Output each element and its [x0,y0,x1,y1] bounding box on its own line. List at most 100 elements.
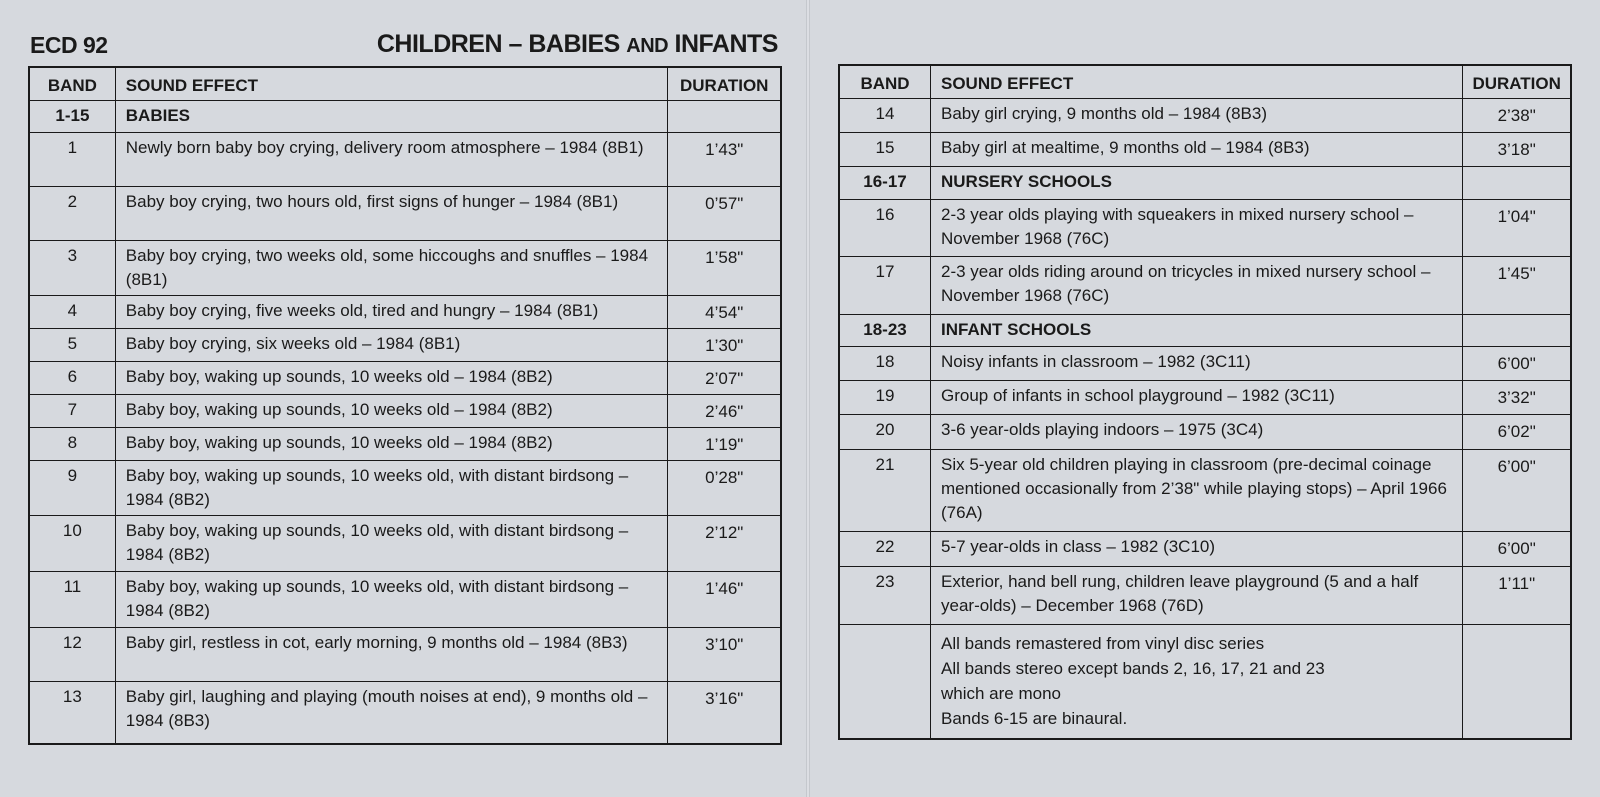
sound-effect: Baby boy crying, five weeks old, tired a… [114,295,669,329]
sound-effect: 3-6 year-olds playing indoors – 1975 (3C… [929,414,1464,450]
band-number: 11 [28,571,116,628]
track-row: 8 Baby boy, waking up sounds, 10 weeks ol… [28,427,782,461]
duration [1462,166,1572,200]
band-number: 5 [28,328,116,362]
duration: 1’58" [667,240,782,296]
band-number: 21 [838,448,931,533]
track-row: 14 Baby girl crying, 9 months old – 1984 … [838,97,1572,134]
duration [1462,313,1572,347]
title-end: INFANTS [668,30,779,58]
band-number: 8 [28,427,116,461]
sound-effect-header: SOUND EFFECT [114,66,669,101]
track-list-left: 1-15 BABIES 1 Newly born baby boy crying, d… [28,100,782,744]
sound-effect: Baby boy, waking up sounds, 10 weeks old… [114,394,669,428]
band-number: 18-23 [838,313,931,347]
band-number: 20 [838,414,931,450]
band-number: 22 [838,531,931,567]
sound-effect: Baby girl crying, 9 months old – 1984 (8… [929,97,1464,134]
track-list-right: 14 Baby girl crying, 9 months old – 1984 … [838,97,1572,625]
band-number: 16-17 [838,166,931,200]
duration: 6’00" [1462,531,1572,567]
duration: 3’18" [1462,132,1572,168]
track-table-right: BAND SOUND EFFECT DURATION 14 Baby girl c… [838,64,1572,740]
duration: 1’30" [667,328,782,362]
track-row: 18 Noisy infants in classroom – 1982 (3C1… [838,345,1572,382]
sound-effect: Noisy infants in classroom – 1982 (3C11) [929,345,1464,382]
track-row: 13 Baby girl, laughing and playing (mouth… [28,681,782,744]
band-number: 14 [838,97,931,134]
track-row: 6 Baby boy, waking up sounds, 10 weeks ol… [28,361,782,395]
sound-effect: Baby boy crying, six weeks old – 1984 (8… [114,328,669,362]
track-row: 2 Baby boy crying, two hours old, first s… [28,186,782,241]
track-row: 5 Baby boy crying, six weeks old – 1984 (… [28,328,782,362]
band-number: 1 [28,132,116,187]
notes-row: All bands remastered from vinyl disc ser… [838,623,1572,740]
duration: 6’00" [1462,345,1572,382]
band-header: BAND [838,64,931,99]
duration: 3’32" [1462,380,1572,416]
notes-band-cell [838,623,931,740]
sound-effect: Group of infants in school playground – … [929,380,1464,416]
page-fold [806,0,810,797]
sound-effect: INFANT SCHOOLS [929,313,1464,347]
page-header: ECD 92 CHILDREN – BABIES AND INFANTS [30,28,778,60]
band-number: 12 [28,627,116,682]
track-row: 3 Baby boy crying, two weeks old, some hi… [28,240,782,296]
duration: 1’11" [1462,565,1572,625]
duration: 6’00" [1462,448,1572,533]
track-row: 15 Baby girl at mealtime, 9 months old – … [838,132,1572,168]
track-row: 17 2-3 year olds riding around on tricycl… [838,255,1572,315]
track-row: 4 Baby boy crying, five weeks old, tired … [28,295,782,329]
duration-header: DURATION [667,66,782,101]
note-line: which are mono [941,683,1062,703]
track-row: 12 Baby girl, restless in cot, early morn… [28,627,782,682]
duration: 1’45" [1462,255,1572,315]
section-row: 1-15 BABIES [28,100,782,133]
duration: 1’43" [667,132,782,187]
title-main: CHILDREN – BABIES [376,30,627,58]
track-row: 19 Group of infants in school playground … [838,380,1572,416]
sound-effect: Baby boy crying, two hours old, first si… [114,186,669,241]
sound-effect: Baby boy, waking up sounds, 10 weeks old… [114,427,669,461]
sound-effect: Baby girl at mealtime, 9 months old – 19… [929,132,1464,168]
duration: 2’38" [1462,97,1572,134]
duration [667,100,782,133]
band-number: 23 [838,565,931,625]
notes-cell: All bands remastered from vinyl disc ser… [929,623,1464,740]
duration: 4’54" [667,295,782,329]
track-row: 21 Six 5-year old children playing in cla… [838,448,1572,533]
duration: 1’04" [1462,198,1572,257]
duration: 2’46" [667,394,782,428]
notes-duration-cell [1462,623,1572,740]
sound-effect: NURSERY SCHOOLS [929,166,1464,200]
band-number: 2 [28,186,116,241]
note-line: All bands remastered from vinyl disc ser… [941,633,1265,653]
sound-effect: BABIES [114,100,669,133]
table-header-row: BAND SOUND EFFECT DURATION [838,64,1572,99]
band-number: 4 [28,295,116,329]
band-number: 15 [838,132,931,168]
band-number: 19 [838,380,931,416]
track-row: 22 5-7 year-olds in class – 1982 (3C10) 6’… [838,531,1572,567]
sound-effect: 2-3 year olds riding around on tricycles… [929,255,1464,315]
sound-effect: Baby boy, waking up sounds, 10 weeks old… [114,515,669,572]
notes-section: All bands remastered from vinyl disc ser… [838,623,1572,740]
band-number: 1-15 [28,100,116,133]
duration-header: DURATION [1462,64,1572,99]
title-small: AND [626,35,669,57]
track-row: 11 Baby boy, waking up sounds, 10 weeks o… [28,571,782,628]
duration: 0’28" [667,460,782,516]
track-row: 16 2-3 year olds playing with squeakers i… [838,198,1572,257]
track-row: 23 Exterior, hand bell rung, children lea… [838,565,1572,625]
sound-effect: Six 5-year old children playing in class… [929,448,1464,533]
duration: 3’10" [667,627,782,682]
sound-effect-header: SOUND EFFECT [929,64,1464,99]
band-number: 6 [28,361,116,395]
band-number: 10 [28,515,116,572]
track-row: 9 Baby boy, waking up sounds, 10 weeks ol… [28,460,782,516]
band-number: 13 [28,681,116,744]
sound-effect: 5-7 year-olds in class – 1982 (3C10) [929,531,1464,567]
sound-effect: Baby boy, waking up sounds, 10 weeks old… [114,361,669,395]
sound-effect: Baby girl, restless in cot, early mornin… [114,627,669,682]
table-header-row: BAND SOUND EFFECT DURATION [28,66,782,101]
